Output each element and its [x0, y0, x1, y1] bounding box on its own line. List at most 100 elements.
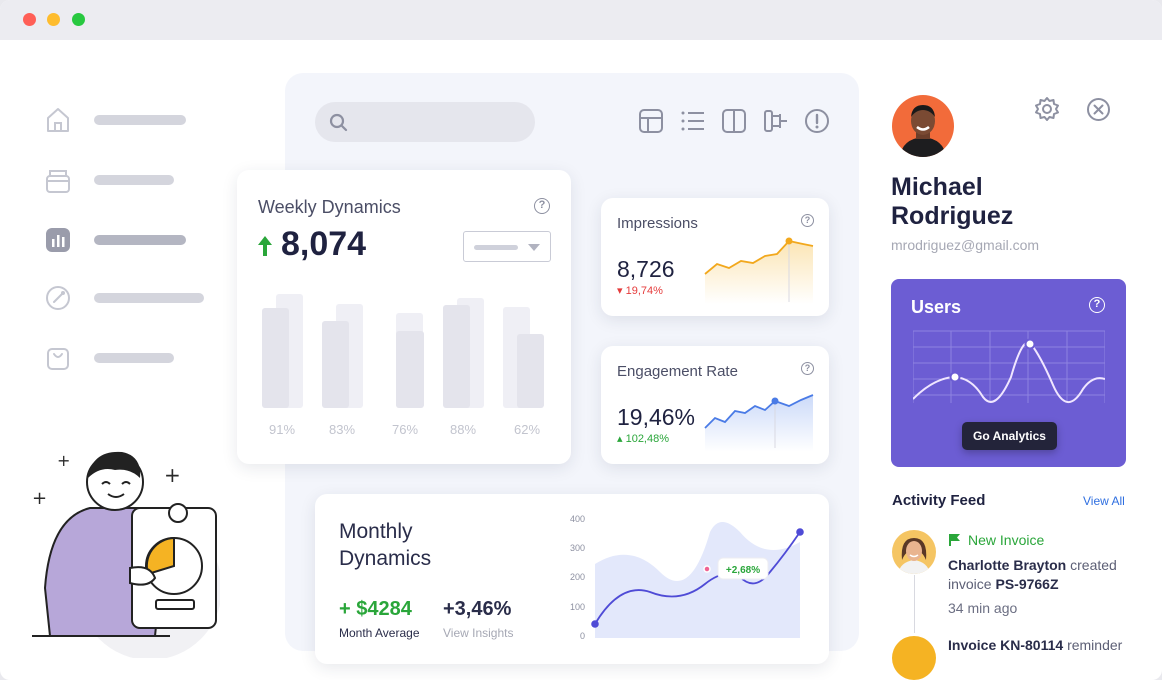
bar-label: 76%	[391, 422, 419, 437]
alert-icon[interactable]	[804, 108, 830, 134]
weekly-dynamics-card: Weekly Dynamics ? 8,074 91% 83% 76% 88% …	[237, 170, 571, 464]
sidebar-item-label	[94, 235, 186, 245]
profile-last-name: Rodriguez	[891, 202, 1014, 230]
bar	[396, 331, 424, 408]
activity-time: 34 min ago	[948, 600, 1018, 616]
timeline-line	[914, 575, 915, 633]
avatar	[892, 530, 936, 574]
impressions-card: Impressions ? 8,726 ▾ 19,74%	[601, 198, 829, 316]
svg-text:+: +	[57, 451, 70, 470]
dropdown-placeholder	[474, 245, 518, 250]
gear-icon[interactable]	[1034, 96, 1060, 122]
users-wave-chart	[913, 330, 1105, 403]
close-window-button[interactable]	[23, 13, 36, 26]
invoice-link[interactable]: PS-9766Z	[995, 576, 1059, 592]
bar-label: 62%	[513, 422, 541, 437]
columns-icon[interactable]	[721, 108, 747, 134]
weekly-value: 8,074	[281, 225, 367, 263]
card-title: Weekly Dynamics	[258, 197, 401, 217]
illustration: + + +	[30, 438, 222, 660]
bar	[322, 321, 349, 408]
activity-event-label: New Invoice	[968, 532, 1045, 548]
activity-feed-title: Activity Feed	[892, 492, 986, 509]
avatar	[892, 636, 936, 680]
activity-person: Charlotte Brayton	[948, 557, 1067, 573]
invoice-link[interactable]: Invoice KN-80114	[948, 637, 1064, 653]
bar	[443, 305, 470, 408]
impressions-delta: ▾ 19,74%	[617, 285, 663, 297]
profile-name: Michael Rodriguez	[891, 173, 1013, 231]
bar	[262, 308, 289, 408]
sidebar-item-label	[94, 353, 174, 363]
svg-text:+: +	[164, 463, 181, 487]
monthly-area-chart: +2,68%	[591, 522, 804, 638]
bar-label: 88%	[449, 422, 477, 437]
sidebar-item-products[interactable]	[40, 162, 174, 198]
bag-icon	[40, 340, 76, 376]
activity-object-prefix: invoice	[948, 576, 992, 592]
y-tick-label: 100	[569, 602, 585, 612]
bar-label: 91%	[268, 422, 296, 437]
chevron-down-icon	[528, 244, 540, 251]
flag-icon	[949, 534, 960, 546]
help-icon[interactable]: ?	[801, 362, 814, 375]
bar	[517, 334, 544, 408]
view-insights-link[interactable]: View Insights	[443, 626, 514, 640]
bar-label: 83%	[328, 422, 356, 437]
card-title: Users	[911, 297, 962, 317]
monthly-dynamics-card: Monthly Dynamics + $4284 Month Average +…	[315, 494, 829, 664]
profile-first-name: Michael	[891, 173, 983, 201]
delta-value: 19,74%	[625, 285, 663, 297]
home-icon	[40, 102, 76, 138]
list-icon[interactable]	[680, 108, 706, 134]
maximize-window-button[interactable]	[72, 13, 85, 26]
profile-email: mrodriguez@gmail.com	[891, 237, 1040, 253]
sidebar-item-home[interactable]	[40, 102, 186, 138]
sidebar-item-shop[interactable]	[40, 340, 174, 376]
help-icon[interactable]: ?	[1089, 297, 1105, 313]
engagement-value: 19,46%	[617, 404, 696, 430]
card-title: Impressions	[617, 215, 698, 232]
arrow-up-icon	[258, 236, 272, 256]
period-dropdown[interactable]	[463, 231, 551, 262]
help-icon[interactable]: ?	[534, 198, 550, 214]
activity-event: New Invoice	[949, 532, 1045, 548]
users-card: Users ? Go Analytics	[891, 279, 1126, 467]
engagement-card: Engagement Rate ? 19,46% ▴ 102,48%	[601, 346, 829, 464]
engagement-delta: ▴ 102,48%	[617, 433, 670, 445]
view-all-link[interactable]: View All	[1083, 494, 1125, 508]
y-tick-label: 200	[569, 572, 585, 582]
go-analytics-button[interactable]: Go Analytics	[962, 422, 1057, 450]
y-tick-label: 400	[569, 514, 585, 524]
chart-tooltip: +2,68%	[726, 565, 760, 576]
svg-text:+: +	[32, 488, 47, 509]
box-icon	[40, 162, 76, 198]
title-bar	[0, 0, 1162, 40]
close-icon[interactable]	[1086, 97, 1111, 122]
sidebar-item-label	[94, 175, 174, 185]
impressions-value: 8,726	[617, 256, 675, 282]
hierarchy-icon[interactable]	[763, 108, 789, 134]
card-title: Monthly Dynamics	[339, 520, 432, 570]
search-icon	[329, 113, 348, 132]
card-title: Engagement Rate	[617, 363, 738, 380]
impressions-sparkline	[704, 237, 814, 304]
sidebar-item-goals[interactable]	[40, 280, 204, 316]
insights-value: +3,46%	[443, 598, 512, 620]
delta-value: 102,48%	[625, 433, 670, 445]
avatar[interactable]	[892, 95, 954, 157]
target-icon	[40, 280, 76, 316]
search-input[interactable]	[315, 102, 535, 142]
y-tick-label: 0	[579, 631, 585, 641]
sidebar-item-label	[94, 115, 186, 125]
sidebar-item-analytics[interactable]	[40, 222, 186, 258]
month-average-value: + $4284	[339, 598, 412, 620]
table-icon[interactable]	[638, 108, 664, 134]
chart-icon	[40, 222, 76, 258]
help-icon[interactable]: ?	[801, 214, 814, 227]
y-tick-label: 300	[569, 543, 585, 553]
activity-action: reminder	[1067, 637, 1123, 653]
minimize-window-button[interactable]	[47, 13, 60, 26]
engagement-sparkline	[704, 394, 814, 452]
activity-text: Invoice KN-80114 reminder	[948, 637, 1122, 653]
